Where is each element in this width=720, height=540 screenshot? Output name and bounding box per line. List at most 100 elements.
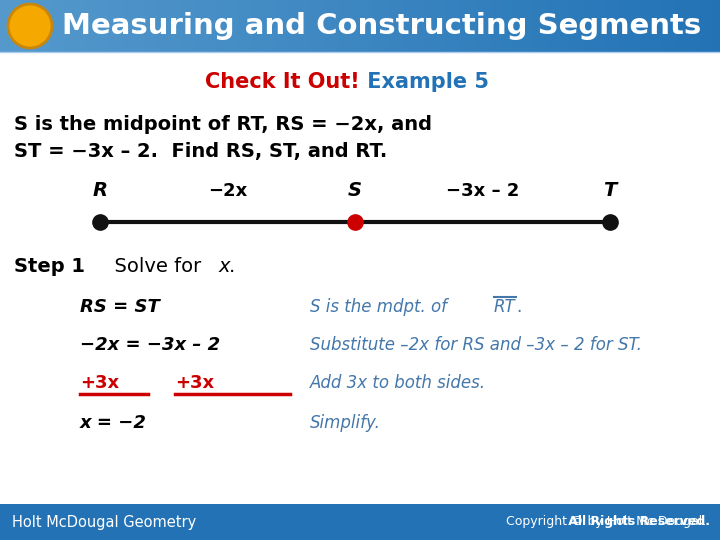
Text: Copyright © by Holt Mc Dougal.: Copyright © by Holt Mc Dougal. (505, 516, 710, 529)
Text: S is the mdpt. of: S is the mdpt. of (310, 298, 452, 316)
Text: All Rights Reserved.: All Rights Reserved. (367, 516, 710, 529)
Bar (43, 0, 51, 52)
Text: Check It Out!: Check It Out! (205, 72, 360, 92)
Text: x = −2: x = −2 (80, 414, 147, 432)
Text: x: x (218, 258, 230, 276)
Bar (86, 0, 94, 52)
Bar (115, 0, 123, 52)
Bar (331, 0, 339, 52)
Bar (526, 0, 534, 52)
Bar (634, 0, 642, 52)
Text: R: R (92, 181, 107, 200)
Bar (511, 0, 519, 52)
Bar (374, 0, 382, 52)
Bar (403, 0, 411, 52)
Bar (504, 0, 512, 52)
Bar (202, 0, 210, 52)
Bar (554, 0, 562, 52)
Text: Example 5: Example 5 (360, 72, 489, 92)
Bar (382, 0, 390, 52)
Bar (461, 0, 469, 52)
Text: Step 1: Step 1 (14, 258, 85, 276)
Bar (194, 0, 202, 52)
Bar (396, 0, 404, 52)
Bar (691, 0, 699, 52)
Bar (158, 0, 166, 52)
Bar (547, 0, 555, 52)
Bar (302, 0, 310, 52)
Bar (144, 0, 152, 52)
Bar (108, 0, 116, 52)
Bar (50, 0, 58, 52)
Text: S: S (348, 181, 362, 200)
Bar (281, 0, 289, 52)
Bar (439, 0, 447, 52)
Text: .: . (229, 258, 235, 276)
Bar (324, 0, 332, 52)
Bar (353, 0, 361, 52)
Bar (432, 0, 440, 52)
Bar (252, 0, 260, 52)
Bar (576, 0, 584, 52)
Bar (245, 0, 253, 52)
Bar (684, 0, 692, 52)
Bar (101, 0, 109, 52)
Text: Solve for: Solve for (102, 258, 207, 276)
Text: Substitute –2x for RS and –3x – 2 for ST.: Substitute –2x for RS and –3x – 2 for ST… (310, 336, 642, 354)
Bar (130, 0, 138, 52)
Bar (173, 0, 181, 52)
Bar (454, 0, 462, 52)
Circle shape (8, 4, 52, 48)
Bar (655, 0, 663, 52)
Bar (569, 0, 577, 52)
Bar (65, 0, 73, 52)
Bar (670, 0, 678, 52)
Bar (518, 0, 526, 52)
Bar (605, 0, 613, 52)
Text: RS = ST: RS = ST (80, 298, 160, 316)
Bar (677, 0, 685, 52)
Bar (338, 0, 346, 52)
Bar (619, 0, 627, 52)
Bar (187, 0, 195, 52)
Bar (230, 0, 238, 52)
Text: Simplify.: Simplify. (310, 414, 381, 432)
Bar (418, 0, 426, 52)
Bar (0, 504, 720, 540)
Bar (706, 0, 714, 52)
Bar (360, 0, 368, 52)
Text: Measuring and Constructing Segments: Measuring and Constructing Segments (62, 12, 701, 40)
Text: S is the midpoint of RT, RS = −2x, and: S is the midpoint of RT, RS = −2x, and (14, 114, 432, 133)
Text: Add 3x to both sides.: Add 3x to both sides. (310, 374, 486, 392)
Bar (238, 0, 246, 52)
Bar (79, 0, 87, 52)
Bar (583, 0, 591, 52)
Bar (346, 0, 354, 52)
Bar (626, 0, 634, 52)
Bar (94, 0, 102, 52)
Bar (367, 0, 375, 52)
Text: −3x – 2: −3x – 2 (446, 182, 519, 200)
Bar (590, 0, 598, 52)
Text: Holt McDougal Geometry: Holt McDougal Geometry (12, 515, 197, 530)
Bar (662, 0, 670, 52)
Bar (7, 0, 15, 52)
Bar (562, 0, 570, 52)
Bar (497, 0, 505, 52)
Bar (410, 0, 418, 52)
Bar (468, 0, 476, 52)
Bar (151, 0, 159, 52)
Text: +3x: +3x (80, 374, 119, 392)
Bar (446, 0, 454, 52)
Bar (310, 0, 318, 52)
Bar (209, 0, 217, 52)
Bar (72, 0, 80, 52)
Bar (713, 0, 720, 52)
Text: +3x: +3x (175, 374, 214, 392)
Bar (22, 0, 30, 52)
Bar (648, 0, 656, 52)
Bar (533, 0, 541, 52)
Bar (641, 0, 649, 52)
Text: −2x = −3x – 2: −2x = −3x – 2 (80, 336, 220, 354)
Bar (425, 0, 433, 52)
